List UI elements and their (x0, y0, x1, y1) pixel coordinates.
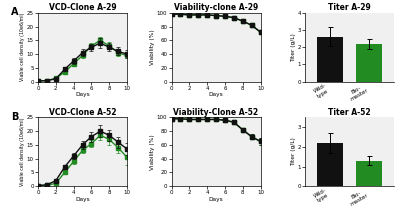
Title: Titer A-52: Titer A-52 (328, 108, 371, 117)
Title: VCD-Clone A-52: VCD-Clone A-52 (49, 108, 116, 117)
Y-axis label: Viable cell density (10e6/ml): Viable cell density (10e6/ml) (20, 13, 26, 82)
Y-axis label: Viable cell density (10e6/ml): Viable cell density (10e6/ml) (20, 117, 26, 186)
Bar (356, 161, 382, 186)
Title: VCD-Clone A-29: VCD-Clone A-29 (49, 3, 116, 12)
Y-axis label: Viability (%): Viability (%) (150, 29, 156, 65)
X-axis label: Days: Days (209, 92, 223, 97)
Y-axis label: Viability (%): Viability (%) (150, 134, 156, 170)
Bar (316, 37, 343, 82)
Title: Viability-clone A-29: Viability-clone A-29 (174, 3, 258, 12)
Bar (316, 143, 343, 186)
Text: B: B (11, 112, 19, 122)
Y-axis label: Titer (g/L): Titer (g/L) (291, 137, 296, 166)
Title: Viability-Clone A-52: Viability-Clone A-52 (174, 108, 258, 117)
Title: Titer A-29: Titer A-29 (328, 3, 371, 12)
Y-axis label: Titer (g/L): Titer (g/L) (291, 33, 296, 62)
Text: A: A (11, 7, 19, 17)
X-axis label: Days: Days (75, 197, 90, 202)
X-axis label: Days: Days (209, 197, 223, 202)
X-axis label: Days: Days (75, 92, 90, 97)
Bar (356, 44, 382, 82)
